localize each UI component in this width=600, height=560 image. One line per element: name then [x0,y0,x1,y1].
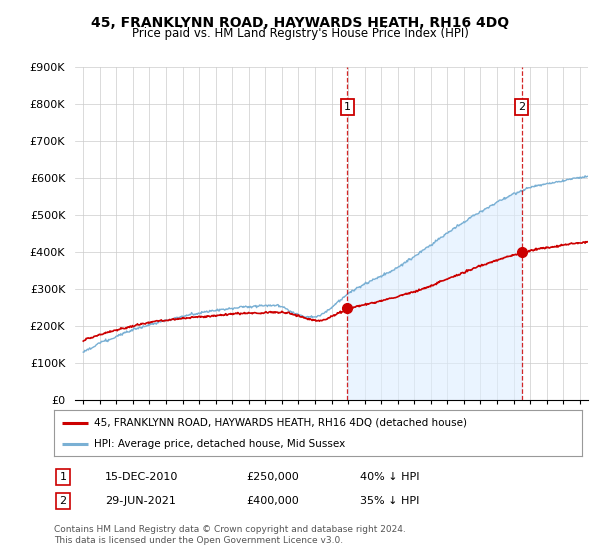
Text: 35% ↓ HPI: 35% ↓ HPI [360,496,419,506]
Text: 2: 2 [59,496,67,506]
Text: 45, FRANKLYNN ROAD, HAYWARDS HEATH, RH16 4DQ: 45, FRANKLYNN ROAD, HAYWARDS HEATH, RH16… [91,16,509,30]
Text: 40% ↓ HPI: 40% ↓ HPI [360,472,419,482]
Text: £400,000: £400,000 [246,496,299,506]
Text: £250,000: £250,000 [246,472,299,482]
Text: 1: 1 [344,102,351,112]
Text: Contains HM Land Registry data © Crown copyright and database right 2024.
This d: Contains HM Land Registry data © Crown c… [54,525,406,545]
Text: 2: 2 [518,102,526,112]
Text: 15-DEC-2010: 15-DEC-2010 [105,472,178,482]
Text: 29-JUN-2021: 29-JUN-2021 [105,496,176,506]
Text: HPI: Average price, detached house, Mid Sussex: HPI: Average price, detached house, Mid … [94,439,345,449]
Text: Price paid vs. HM Land Registry's House Price Index (HPI): Price paid vs. HM Land Registry's House … [131,27,469,40]
Text: 1: 1 [59,472,67,482]
Text: 45, FRANKLYNN ROAD, HAYWARDS HEATH, RH16 4DQ (detached house): 45, FRANKLYNN ROAD, HAYWARDS HEATH, RH16… [94,418,467,428]
